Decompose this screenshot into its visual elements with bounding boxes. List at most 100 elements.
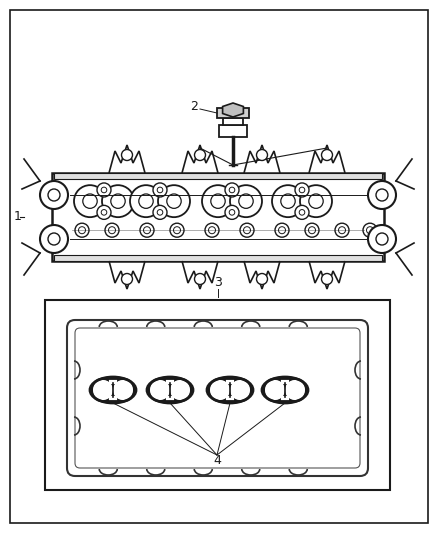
Circle shape (139, 194, 153, 208)
Circle shape (368, 225, 396, 253)
Circle shape (97, 183, 111, 197)
Circle shape (78, 227, 85, 233)
Circle shape (257, 273, 268, 285)
Circle shape (335, 223, 349, 237)
Circle shape (130, 185, 162, 217)
Circle shape (153, 205, 167, 220)
Circle shape (157, 187, 163, 193)
Circle shape (48, 189, 60, 201)
Circle shape (339, 227, 346, 233)
Circle shape (173, 227, 180, 233)
Circle shape (376, 233, 388, 245)
Circle shape (295, 205, 309, 220)
Circle shape (202, 185, 234, 217)
Circle shape (210, 380, 230, 400)
Circle shape (244, 227, 251, 233)
Circle shape (363, 223, 377, 237)
Circle shape (158, 185, 190, 217)
Circle shape (376, 189, 388, 201)
Circle shape (170, 223, 184, 237)
Circle shape (169, 379, 191, 401)
Circle shape (153, 183, 167, 197)
Circle shape (109, 227, 116, 233)
Bar (220, 382, 240, 398)
Ellipse shape (92, 379, 134, 401)
FancyBboxPatch shape (67, 320, 368, 476)
Circle shape (367, 227, 374, 233)
Text: 2: 2 (190, 101, 198, 114)
Circle shape (229, 379, 251, 401)
Circle shape (40, 225, 68, 253)
Circle shape (239, 194, 253, 208)
Circle shape (299, 187, 305, 193)
Circle shape (205, 223, 219, 237)
Circle shape (48, 233, 60, 245)
Circle shape (149, 379, 171, 401)
Circle shape (75, 223, 89, 237)
Circle shape (144, 227, 151, 233)
Circle shape (230, 185, 262, 217)
Bar (275, 382, 295, 398)
Bar (160, 382, 180, 398)
Bar (103, 382, 123, 398)
Circle shape (92, 379, 114, 401)
Circle shape (305, 223, 319, 237)
Circle shape (229, 209, 235, 215)
Circle shape (40, 181, 68, 209)
Circle shape (170, 380, 190, 400)
Circle shape (275, 223, 289, 237)
Circle shape (194, 273, 205, 285)
Circle shape (208, 227, 215, 233)
Circle shape (265, 380, 285, 400)
Circle shape (230, 380, 250, 400)
Ellipse shape (209, 379, 251, 401)
Circle shape (285, 380, 305, 400)
Circle shape (74, 185, 106, 217)
Circle shape (240, 223, 254, 237)
Circle shape (368, 181, 396, 209)
Circle shape (209, 379, 231, 401)
Circle shape (140, 223, 154, 237)
Circle shape (321, 149, 332, 160)
Polygon shape (223, 103, 244, 117)
Circle shape (150, 380, 170, 400)
Circle shape (97, 205, 111, 220)
Text: 4: 4 (213, 454, 221, 466)
Circle shape (101, 209, 107, 215)
Circle shape (299, 209, 305, 215)
Bar (45, 300, 390, 490)
Ellipse shape (149, 379, 191, 401)
Circle shape (211, 194, 225, 208)
Circle shape (279, 227, 286, 233)
Circle shape (83, 194, 97, 208)
Circle shape (157, 209, 163, 215)
Circle shape (93, 380, 113, 400)
Circle shape (105, 223, 119, 237)
Circle shape (281, 194, 295, 208)
Circle shape (111, 194, 125, 208)
Bar (54, 255, 382, 261)
Circle shape (113, 380, 133, 400)
Circle shape (121, 273, 133, 285)
Circle shape (264, 379, 286, 401)
Ellipse shape (264, 379, 306, 401)
Bar (217, 108, 249, 118)
Circle shape (121, 149, 133, 160)
Circle shape (167, 194, 181, 208)
Circle shape (194, 149, 205, 160)
Text: 3: 3 (214, 277, 222, 289)
Circle shape (321, 273, 332, 285)
Circle shape (300, 185, 332, 217)
Circle shape (229, 187, 235, 193)
Circle shape (257, 149, 268, 160)
Circle shape (308, 227, 315, 233)
Circle shape (284, 379, 306, 401)
Bar (52, 173, 384, 261)
Circle shape (225, 183, 239, 197)
Circle shape (309, 194, 323, 208)
Circle shape (225, 205, 239, 220)
Circle shape (102, 185, 134, 217)
Circle shape (101, 187, 107, 193)
Bar (223, 118, 243, 125)
Bar (54, 173, 382, 179)
